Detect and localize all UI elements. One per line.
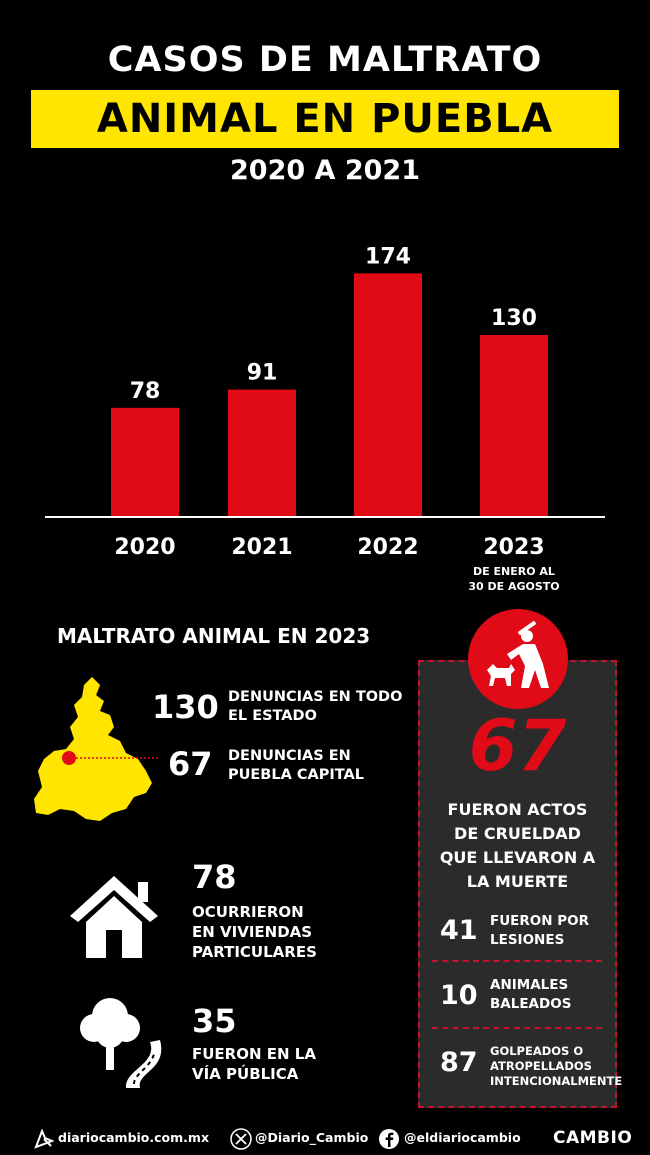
x-tick-note: 30 DE AGOSTO <box>468 580 559 593</box>
cruelty-panel <box>418 660 617 1108</box>
section-title: MALTRATO ANIMAL EN 2023 <box>57 624 371 648</box>
bar-2022 <box>354 273 422 517</box>
bar-value-label: 130 <box>491 306 537 331</box>
title-line-1: CASOS DE MALTRATO <box>107 40 543 80</box>
stat-state-value: 130 <box>152 688 219 726</box>
panel-item-2-label: ANIMALES BALEADOS <box>490 977 572 1012</box>
panel-separator <box>432 960 602 962</box>
house-icon <box>70 876 158 958</box>
x-twitter-icon <box>230 1128 252 1150</box>
street-value: 35 <box>192 1002 237 1040</box>
panel-item-2-value: 10 <box>440 980 478 1011</box>
footer-facebook[interactable]: @eldiariocambio <box>404 1130 521 1145</box>
facebook-icon <box>379 1129 399 1149</box>
puebla-capital-marker <box>62 751 158 765</box>
bar-value-label: 91 <box>247 361 278 386</box>
panel-value: 67 <box>468 705 567 787</box>
cursor-icon <box>34 1128 55 1149</box>
title-line-2: ANIMAL EN PUEBLA <box>96 96 554 142</box>
street-label: FUERON EN LA VÍA PÚBLICA <box>192 1045 316 1083</box>
x-tick-note: DE ENERO AL <box>473 565 555 578</box>
stat-state-label: DENUNCIAS EN TODO EL ESTADO <box>228 689 403 724</box>
x-tick-label: 2023 <box>483 535 544 560</box>
x-tick-label: 2022 <box>357 535 418 560</box>
panel-text: FUERON ACTOS DE CRUELDAD QUE LLEVARON A … <box>439 800 596 891</box>
brand-logo: CAMBIO <box>553 1128 633 1148</box>
bar-value-label: 174 <box>365 244 411 269</box>
title-highlight-bar <box>31 90 619 148</box>
panel-item-3-value: 87 <box>440 1047 478 1078</box>
x-tick-label: 2020 <box>114 535 175 560</box>
bar-chart: 78 2020 91 2021 174 2022 130 2023 DE ENERO AL 30 … <box>45 244 605 593</box>
footer-website[interactable]: diariocambio.com.mx <box>58 1130 210 1145</box>
stat-capital-value: 67 <box>168 745 213 783</box>
home-value: 78 <box>192 858 237 896</box>
bar-2020 <box>111 407 179 517</box>
animal-abuse-icon <box>468 609 568 709</box>
panel-item-3-label: GOLPEADOS O ATROPELLADOS INTENCIONALMENT… <box>490 1044 623 1088</box>
subtitle: 2020 A 2021 <box>230 155 420 186</box>
panel-item-1-value: 41 <box>440 915 478 946</box>
bar-2023 <box>480 335 548 517</box>
home-label: OCURRIERON EN VIVIENDAS PARTICULARES <box>192 903 317 961</box>
tree-road-icon <box>80 998 162 1088</box>
x-tick-label: 2021 <box>231 535 292 560</box>
puebla-map-icon <box>34 676 152 821</box>
panel-item-1-label: FUERON POR LESIONES <box>490 913 590 948</box>
panel-separator <box>432 1027 602 1029</box>
bar-2021 <box>228 389 296 517</box>
stat-capital-label: DENUNCIAS EN PUEBLA CAPITAL <box>228 748 364 783</box>
bar-value-label: 78 <box>130 379 161 404</box>
footer-twitter[interactable]: @Diario_Cambio <box>255 1130 369 1145</box>
